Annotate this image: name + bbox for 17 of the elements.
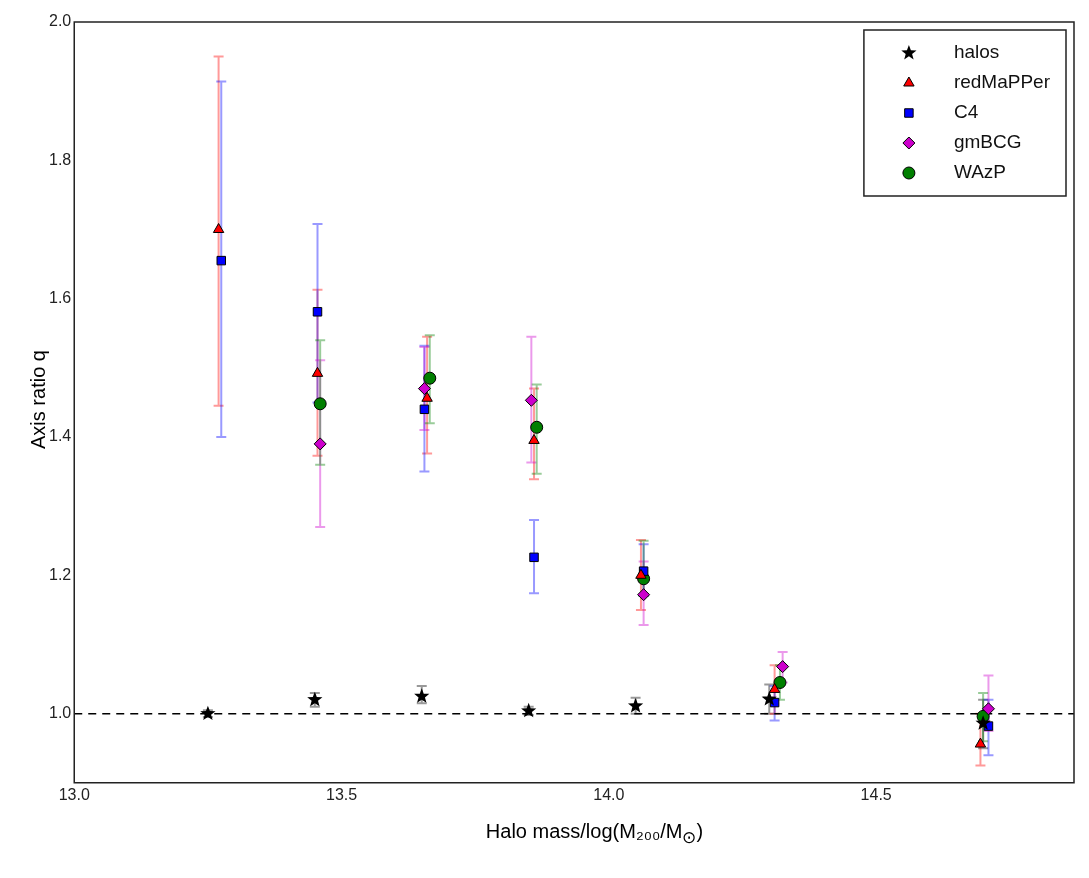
- y-tick-label: 1.8: [48, 150, 72, 168]
- x-tick-label: 14.0: [593, 785, 625, 803]
- legend-label: redMaPPer: [953, 71, 1051, 93]
- y-tick-label: 2.0: [48, 12, 72, 30]
- y-tick-label: 1.2: [48, 565, 72, 583]
- x-tick-label: 14.5: [860, 785, 892, 803]
- legend-label: halos: [953, 41, 1000, 63]
- y-tick-label: 1.6: [48, 289, 72, 307]
- legend-label: WAzP: [953, 161, 1006, 183]
- legend-label: C4: [953, 101, 979, 123]
- y-tick-label: 1.0: [48, 704, 72, 722]
- x-tick-label: 13.0: [58, 785, 90, 803]
- y-axis-title: Axis ratio q: [26, 349, 50, 451]
- y-tick-label: 1.4: [48, 427, 72, 445]
- legend-label: gmBCG: [953, 131, 1022, 153]
- x-tick-label: 13.5: [325, 785, 358, 803]
- x-axis-title: Halo mass/log(M₂₀₀/M$_{⊙}$): [484, 820, 705, 848]
